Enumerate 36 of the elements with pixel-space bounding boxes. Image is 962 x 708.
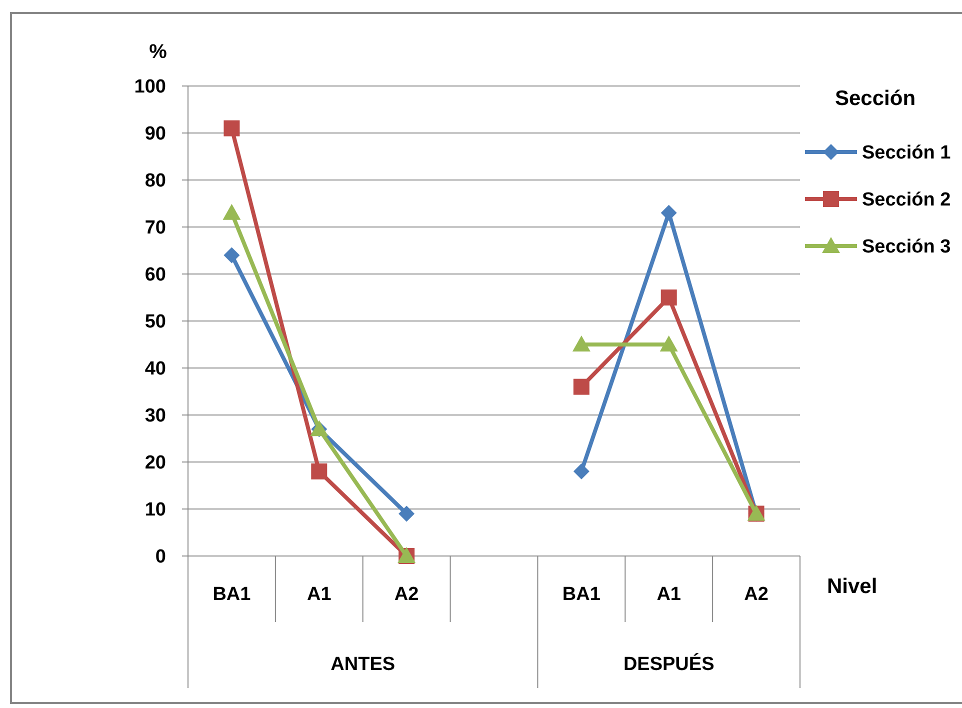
y-tick-label: 80: [144, 170, 166, 192]
point: [224, 120, 240, 136]
x-tick-label: BA1: [212, 584, 252, 605]
y-tick-label: 0: [155, 546, 166, 568]
point: [660, 290, 677, 306]
point: [573, 463, 590, 480]
x-tick-label: A2: [744, 584, 768, 605]
x-tick-label: A2: [394, 584, 419, 605]
x-axis-title: Nivel: [827, 575, 878, 598]
y-tick-label: 60: [144, 264, 166, 286]
x-tick-label: BA1: [562, 584, 601, 605]
legend-label: Sección 3: [862, 236, 951, 258]
text: ANTES: [330, 654, 396, 675]
y-tick-label: 20: [144, 452, 166, 474]
x-tick-label: A1: [306, 584, 332, 605]
y-tick-label: 30: [144, 406, 166, 427]
point: [398, 506, 415, 522]
text: DESPUÉS: [623, 653, 714, 675]
y-axis-title: %: [149, 41, 168, 63]
y-tick-label: 90: [144, 124, 166, 145]
y-tick-label: 70: [144, 218, 166, 239]
point: [660, 336, 678, 352]
point: [311, 463, 328, 480]
y-tick-label: 40: [144, 358, 166, 380]
point: [572, 336, 590, 352]
legend-label: Sección 1: [862, 142, 952, 164]
legend-title: Sección: [835, 87, 916, 110]
y-tick-label: 10: [144, 500, 166, 521]
point: [660, 204, 677, 221]
point: [224, 247, 240, 264]
point: [573, 378, 590, 395]
x-tick-label: A1: [656, 584, 682, 605]
y-tick-label: 100: [134, 76, 166, 98]
point: [222, 204, 241, 220]
legend-label: Sección 2: [862, 190, 951, 211]
y-tick-label: 50: [144, 312, 166, 333]
